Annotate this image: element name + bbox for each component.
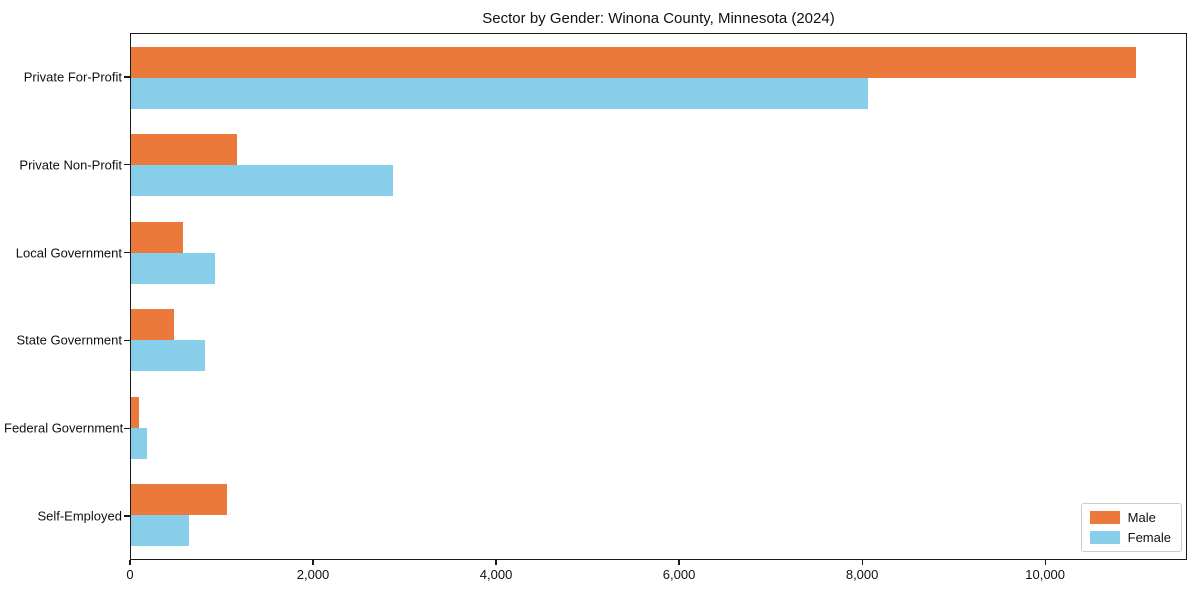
x-tick-mark [129, 560, 131, 565]
bar-female-self-employed [131, 515, 189, 547]
bar-male-private-non-profit [131, 134, 237, 166]
bar-male-state-government [131, 309, 174, 341]
y-tick-label-state-government: State Government [16, 332, 123, 348]
bar-female-private-for-profit [131, 77, 869, 109]
x-tick-label-10-000: 10,000 [1025, 567, 1066, 582]
x-tick-label-0: 0 [126, 567, 134, 582]
x-tick-mark [861, 560, 863, 565]
bar-groups-container [131, 34, 1186, 559]
bar-female-private-non-profit [131, 165, 394, 197]
y-tick-mark [124, 251, 130, 254]
y-tick-label-federal-government: Federal Government [4, 420, 124, 436]
legend-item-female: Female [1089, 530, 1171, 545]
bar-female-federal-government [131, 427, 147, 459]
y-tick-mark [124, 515, 130, 517]
female-series-swatch [1089, 531, 1120, 544]
male-series-swatch [1089, 511, 1120, 524]
bar-group-local-government [131, 209, 1186, 297]
y-tick-label-private-non-profit: Private Non-Profit [19, 157, 122, 173]
legend: Male Female [1080, 503, 1182, 552]
x-tick-mark [1044, 560, 1046, 565]
y-tick-label-local-government: Local Government [15, 245, 122, 261]
x-tick-label-4-000: 4,000 [479, 567, 513, 582]
bar-group-private-for-profit [131, 34, 1186, 122]
y-tick-mark [124, 164, 130, 166]
legend-item-male: Male [1089, 510, 1171, 525]
bar-group-state-government [131, 297, 1186, 385]
x-tick-mark [495, 560, 497, 565]
bar-group-federal-government [131, 384, 1186, 472]
legend-label-female: Female [1127, 530, 1171, 545]
x-tick-label-2-000: 2,000 [296, 567, 330, 582]
bar-female-local-government [131, 252, 216, 284]
bar-female-state-government [131, 340, 205, 372]
x-tick-mark [312, 560, 314, 565]
x-tick-mark [678, 560, 680, 565]
bar-male-private-for-profit [131, 46, 1136, 78]
y-tick-mark [124, 76, 130, 78]
bar-male-local-government [131, 221, 184, 253]
y-tick-label-self-employed: Self-Employed [37, 508, 122, 524]
bar-group-self-employed [131, 472, 1186, 560]
bar-group-private-non-profit [131, 122, 1186, 210]
plot-area: Male Female [130, 33, 1187, 560]
y-tick-label-private-for-profit: Private For-Profit [23, 69, 122, 85]
y-tick-mark [124, 427, 130, 429]
x-tick-label-6-000: 6,000 [662, 567, 696, 582]
y-tick-mark [124, 339, 130, 341]
chart-title: Sector by Gender: Winona County, Minneso… [482, 10, 835, 27]
x-tick-label-8-000: 8,000 [845, 567, 879, 582]
bar-male-federal-government [131, 396, 139, 428]
legend-label-male: Male [1127, 510, 1156, 525]
bar-male-self-employed [131, 484, 227, 516]
